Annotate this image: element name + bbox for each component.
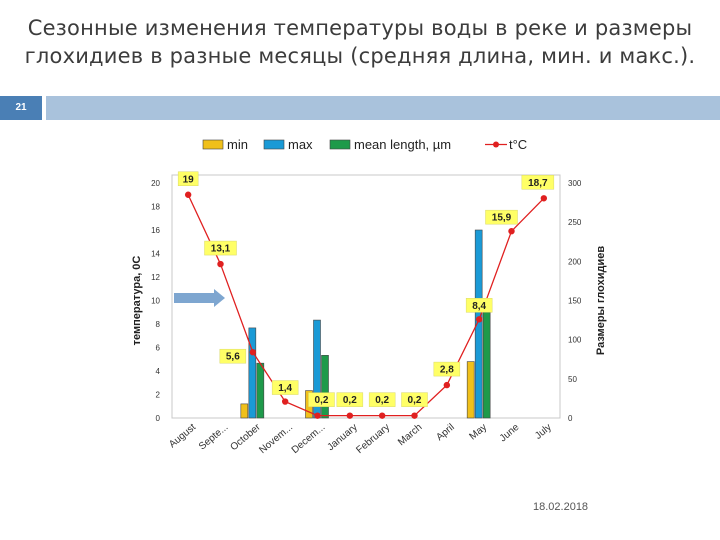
right-axis-tick-label: 0 <box>568 414 573 423</box>
bar-mean-length <box>482 311 491 419</box>
x-category-label: Decem... <box>290 422 328 456</box>
temperature-point <box>217 260 224 268</box>
temperature-point <box>378 412 386 419</box>
temperature-data-label-box <box>433 361 461 377</box>
temperature-data-label-box <box>465 298 493 313</box>
x-category-label: Septe... <box>197 422 230 453</box>
legend-swatch <box>263 139 285 150</box>
legend-label: max <box>288 137 313 152</box>
left-axis-tick-label: 4 <box>156 367 161 376</box>
temperature-data-label: 18,7 <box>528 178 548 189</box>
temperature-point <box>540 195 548 202</box>
temperature-data-label: 13,1 <box>211 244 231 255</box>
x-category-label: July <box>533 422 554 442</box>
temperature-point <box>411 412 418 419</box>
left-axis-tick-label: 16 <box>151 226 160 235</box>
temperature-data-label: 0,2 <box>343 395 357 406</box>
temperature-data-label: 2,8 <box>440 365 454 376</box>
temperature-data-label: 0,2 <box>315 395 329 406</box>
left-axis-tick-label: 12 <box>151 273 160 282</box>
right-axis-title: Размеры глохидиев <box>595 246 607 355</box>
temperature-data-label: 8,4 <box>472 301 486 312</box>
temperature-data-label: 0,2 <box>375 395 389 406</box>
temperature-data-label-box <box>401 392 428 407</box>
temperature-data-label-box <box>521 175 555 190</box>
temperature-point <box>346 412 354 419</box>
temperature-data-label: 19 <box>183 174 195 185</box>
highlight-arrow <box>174 289 225 307</box>
temperature-data-label: 1,4 <box>278 383 292 394</box>
plot-area-frame <box>171 174 561 419</box>
right-axis-tick-label: 50 <box>568 375 577 384</box>
left-axis-tick-label: 6 <box>156 344 161 353</box>
right-axis-tick-label: 300 <box>568 179 582 188</box>
temperature-data-label: 15,9 <box>492 213 512 224</box>
bar-mean-length <box>321 355 329 419</box>
temperature-point <box>475 316 483 323</box>
legend-swatch-point <box>493 141 499 148</box>
x-category-label: March <box>396 422 424 448</box>
legend-label: min <box>227 137 248 152</box>
temperature-point <box>314 412 321 419</box>
legend-label: mean length, µm <box>354 137 451 152</box>
x-category-label: Novem... <box>257 422 295 456</box>
left-axis-tick-label: 18 <box>151 203 160 212</box>
left-axis-tick-label: 0 <box>156 414 161 423</box>
temperature-data-label: 0,2 <box>408 395 422 406</box>
x-category-label: April <box>434 422 456 443</box>
temperature-point <box>249 349 257 356</box>
temperature-point <box>184 191 192 198</box>
temperature-point <box>443 381 451 389</box>
temperature-point <box>508 227 515 235</box>
left-axis-tick-label: 14 <box>151 250 160 259</box>
slide-title: Сезонные изменения температуры воды в ре… <box>0 14 720 70</box>
legend-swatch <box>202 139 224 150</box>
temperature-data-label-box <box>204 240 237 256</box>
x-category-label: August <box>167 422 198 451</box>
bar-min <box>240 403 249 419</box>
left-axis-tick-label: 10 <box>151 297 160 306</box>
bar-max <box>248 327 257 419</box>
temperature-data-label-box <box>368 392 396 407</box>
temperature-point <box>281 398 289 405</box>
bar-mean-length <box>256 362 265 419</box>
temperature-data-label-box <box>485 209 518 225</box>
slide-number: 21 <box>15 102 27 113</box>
x-category-label: May <box>468 422 490 443</box>
x-category-label: June <box>498 422 522 445</box>
header-accent-bar <box>46 96 720 120</box>
bar-min <box>466 361 475 419</box>
temperature-data-label-box <box>336 392 364 407</box>
slide-title-line-2: глохидиев в разные месяцы (средняя длина… <box>24 44 696 68</box>
left-axis-tick-label: 8 <box>156 320 161 329</box>
legend-label: t°C <box>509 137 527 152</box>
right-axis-tick-label: 100 <box>568 336 582 345</box>
temperature-data-label: 5,6 <box>226 352 240 363</box>
right-axis-tick-label: 150 <box>568 297 582 306</box>
left-axis-title: температура, 0С <box>131 256 143 346</box>
temperature-data-label-box <box>177 171 199 186</box>
temperature-data-label-box <box>271 380 299 395</box>
slide-title-line-1: Сезонные изменения температуры воды в ре… <box>27 16 693 40</box>
slide-date: 18.02.2018 <box>533 501 589 513</box>
left-axis-tick-label: 2 <box>156 391 161 400</box>
temperature-data-label-box <box>219 348 247 364</box>
temperature-data-label-box <box>308 392 335 407</box>
bar-max <box>474 229 483 419</box>
x-category-label: February <box>354 422 392 456</box>
slide-number-box: 21 <box>0 96 42 120</box>
right-axis-tick-label: 200 <box>568 257 582 266</box>
right-axis-tick-label: 250 <box>568 218 582 227</box>
left-axis-tick-label: 20 <box>151 179 160 188</box>
legend-swatch <box>329 139 351 150</box>
